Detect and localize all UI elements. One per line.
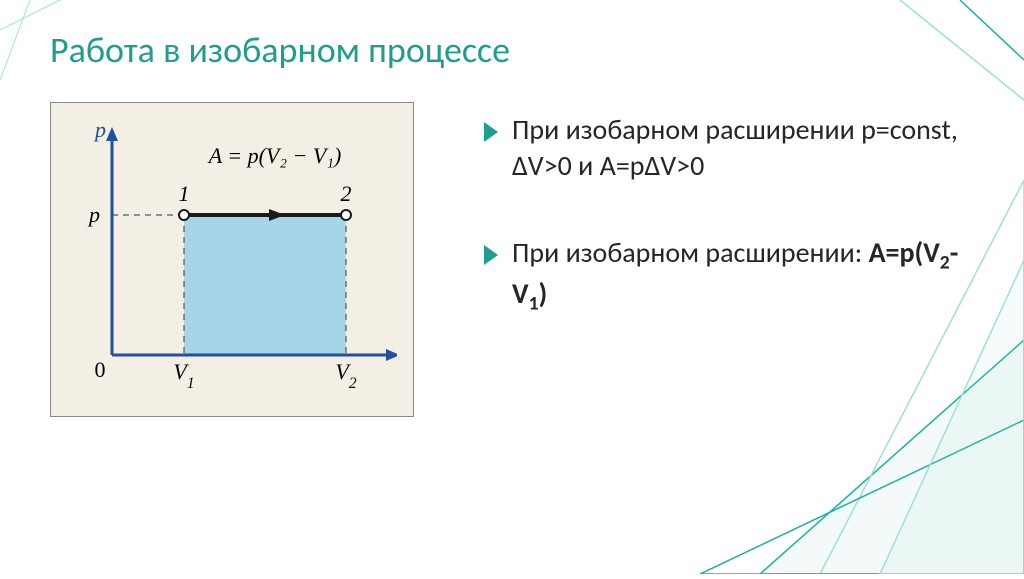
text-column: При изобарном расширении p=const, ΔV>0 и… [484,102,974,417]
bullet-item: При изобарном расширении p=const, ΔV>0 и… [484,112,974,185]
svg-text:0: 0 [95,357,106,382]
svg-text:p: p [93,117,106,142]
chart-box: pV0pV1V212A = p(V₂ − V₁) [50,102,414,417]
bullet-item: При изобарном расширении: A=p(V2-V1) [484,235,974,317]
svg-text:1: 1 [179,181,190,206]
svg-text:V1: V1 [173,359,194,392]
play-bullet-icon [484,245,498,265]
svg-text:2: 2 [341,181,352,206]
svg-text:p: p [87,202,100,227]
chart-column: pV0pV1V212A = p(V₂ − V₁) [50,102,414,417]
slide-content: Работа в изобарном процессе pV0pV1V212A … [0,0,1024,445]
play-bullet-icon [484,122,498,142]
svg-text:A = p(V₂ − V₁): A = p(V₂ − V₁) [207,143,342,168]
pv-diagram: pV0pV1V212A = p(V₂ − V₁) [67,115,397,395]
bullet-text-2: При изобарном расширении: A=p(V2-V1) [512,235,974,317]
svg-text:V2: V2 [335,359,356,392]
slide-title: Работа в изобарном процессе [50,28,974,72]
bullet-text-1: При изобарном расширении p=const, ΔV>0 и… [512,112,974,185]
main-row: pV0pV1V212A = p(V₂ − V₁) При изобарном р… [50,102,974,417]
